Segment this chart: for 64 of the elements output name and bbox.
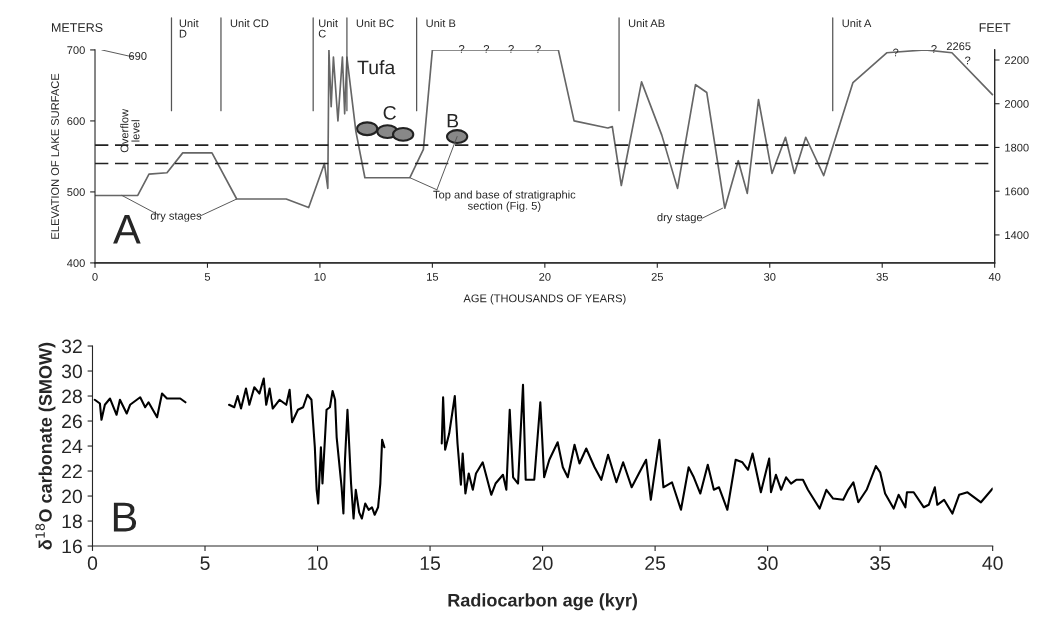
y-tick-label: 22: [62, 464, 82, 479]
x-tick-label: 25: [645, 556, 666, 571]
x-axis-title: Radiocarbon age (kyr): [448, 593, 637, 611]
y-tick-label: 28: [62, 389, 82, 404]
y2-axis-title: FEET: [979, 23, 1011, 32]
y2-tick-label: 2000: [1004, 99, 1029, 108]
y-tick-label: 32: [61, 339, 82, 354]
x-tick-label: 15: [420, 556, 441, 571]
x-tick-label: 40: [982, 556, 1003, 571]
y-tick-label: 400: [67, 259, 85, 268]
x-tick-label: 0: [92, 272, 98, 281]
y2-tick-label: 1600: [1005, 187, 1029, 196]
y2-tick-label: 1400: [1005, 231, 1029, 240]
y2-tick-label: 1800: [1005, 143, 1029, 152]
y-tick-label: 18: [62, 514, 82, 529]
x-tick-label: 30: [757, 556, 778, 571]
annotation: dry stage: [657, 213, 703, 224]
y-tick-label: 600: [67, 117, 85, 126]
x-tick-label: 35: [876, 272, 888, 281]
text: METERS: [52, 23, 103, 32]
y-axis-title: δ$^{18}$O carbonate (SMOW): [35, 342, 56, 550]
ref-line-label: Unit C: [318, 19, 338, 38]
annotation: ?: [483, 45, 490, 53]
x-tick-label: 35: [870, 556, 891, 571]
annotation: 2265: [946, 42, 971, 51]
ref-line-label: Unit A: [842, 19, 872, 28]
ref-line-label: Unit D: [179, 19, 199, 38]
annotation: C: [383, 105, 396, 120]
annotation: Top and base of stratigraphic section (Fig. 5): [433, 190, 576, 212]
ref-line-label: Unit B: [426, 19, 456, 28]
ref-line-label: Unit BC: [356, 19, 394, 28]
x-tick-label: 10: [314, 272, 326, 281]
annotation: 690: [129, 52, 147, 60]
x-tick-label: 5: [204, 273, 211, 281]
x-tick-label: 30: [764, 272, 776, 281]
y-tick-label: 20: [62, 489, 83, 504]
x-tick-label: 15: [427, 273, 439, 281]
annotation: B: [447, 113, 459, 128]
ref-line-label: Unit CD: [230, 19, 269, 28]
ref-line-label: Unit AB: [628, 19, 665, 28]
annotation: dry stages: [150, 211, 202, 222]
y-tick-label: 30: [61, 364, 83, 379]
annotation: B: [113, 502, 137, 532]
annotation: ?: [535, 45, 541, 53]
annotation: ?: [508, 45, 514, 53]
y-tick-label: 500: [67, 188, 85, 197]
x-tick-label: 10: [308, 556, 328, 571]
annotation: Tufa: [357, 60, 396, 75]
x-tick-label: 0: [87, 556, 98, 571]
annotation: ?: [965, 56, 971, 65]
x-tick-label: 20: [539, 272, 551, 281]
y-tick-label: 26: [62, 414, 82, 429]
x-tick-label: 40: [988, 272, 1001, 281]
x-tick-label: 5: [200, 556, 210, 571]
x-tick-label: 25: [651, 272, 664, 281]
x-axis-title: AGE (THOUSANDS OF YEARS): [463, 294, 626, 305]
annotation: A: [113, 214, 141, 244]
annotation: ?: [458, 45, 465, 53]
y-axis-title: ELEVATION OF LAKE SURFACE: [51, 73, 59, 239]
x-tick-label: 20: [532, 556, 553, 571]
y-tick-label: 700: [67, 46, 85, 55]
y2-tick-label: 2200: [1004, 56, 1029, 65]
y-tick-label: 24: [62, 439, 83, 454]
y-tick-label: 16: [62, 539, 82, 554]
